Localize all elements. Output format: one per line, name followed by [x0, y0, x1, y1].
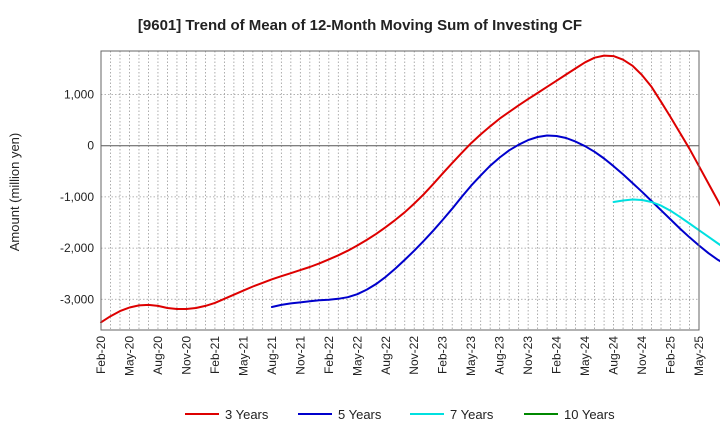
- x-tick-label: Feb-24: [550, 336, 564, 374]
- legend-item-10-years: 10 Years: [524, 407, 615, 422]
- y-tick-labels: 1,000 0 -1,000 -2,000 -3,000: [60, 88, 94, 307]
- x-tick-label: May-23: [464, 336, 478, 376]
- legend-item-5-years: 5 Years: [298, 407, 382, 422]
- y-tick-label: -1,000: [60, 190, 94, 204]
- x-tick-label: Aug-21: [265, 336, 279, 375]
- x-tick-label: Nov-21: [293, 336, 307, 375]
- series-line-3-years: [100, 54, 720, 324]
- x-tick-label: Feb-23: [436, 336, 450, 374]
- y-tick-label: 0: [87, 139, 94, 153]
- x-tick-label: May-22: [350, 336, 364, 376]
- grid-lines: [101, 51, 699, 330]
- x-tick-label: Nov-24: [635, 336, 649, 375]
- chart-title: [9601] Trend of Mean of 12-Month Moving …: [138, 17, 582, 34]
- y-tick-label: -3,000: [60, 292, 94, 306]
- plot-border: [100, 50, 700, 331]
- x-tick-label: Nov-22: [407, 336, 421, 375]
- legend-label: 3 Years: [225, 407, 269, 422]
- series-line-5-years: [270, 134, 720, 308]
- legend-item-3-years: 3 Years: [185, 407, 269, 422]
- x-tick-label: Nov-20: [179, 336, 193, 375]
- x-tick-label: May-20: [122, 336, 136, 376]
- legend-label: 5 Years: [338, 407, 382, 422]
- legend-label: 7 Years: [450, 407, 494, 422]
- x-tick-label: May-24: [578, 336, 592, 376]
- x-tick-label: May-21: [236, 336, 250, 376]
- x-tick-labels: Feb-20 May-20 Aug-20 Nov-20 Feb-21 May-21 Aug-…: [94, 336, 706, 376]
- legend-label: 10 Years: [564, 407, 615, 422]
- y-axis-label: Amount (million yen): [7, 133, 22, 252]
- x-tick-label: Aug-23: [493, 336, 507, 375]
- x-tick-label: Feb-21: [208, 336, 222, 374]
- x-tick-label: Aug-20: [151, 336, 165, 375]
- y-tick-label: -2,000: [60, 241, 94, 255]
- series-line-7-years: [612, 198, 720, 247]
- x-tick-label: Aug-24: [607, 336, 621, 375]
- legend: 3 Years 5 Years 7 Years 10 Years: [185, 407, 615, 422]
- x-tick-label: Nov-23: [521, 336, 535, 375]
- series-layer: [100, 54, 720, 324]
- y-tick-label: 1,000: [64, 88, 94, 102]
- x-tick-label: Feb-25: [664, 336, 678, 374]
- legend-item-7-years: 7 Years: [410, 407, 494, 422]
- x-tick-label: Feb-22: [322, 336, 336, 374]
- x-tick-label: Feb-20: [94, 336, 108, 374]
- x-tick-label: May-25: [692, 336, 706, 376]
- x-tick-label: Aug-22: [379, 336, 393, 375]
